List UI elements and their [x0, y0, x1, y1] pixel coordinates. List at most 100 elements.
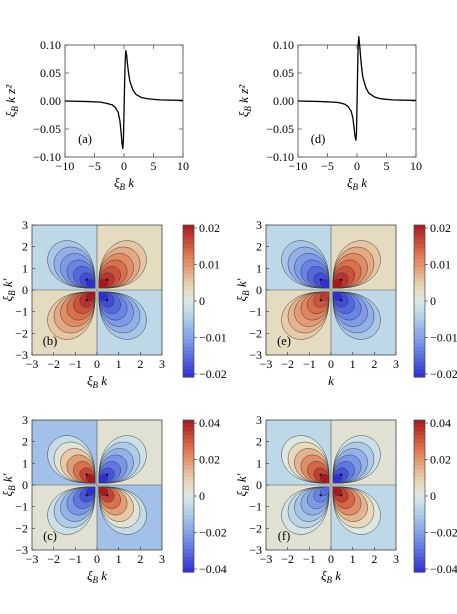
- colorbar-segment: [183, 285, 194, 291]
- colorbar-segment: [183, 568, 194, 573]
- colorbar-segment: [183, 255, 194, 260]
- colorbar-tick-label: 0.04: [430, 416, 451, 430]
- x-axis-label: ξB k: [321, 568, 341, 585]
- y-tick-label: 0.00: [273, 94, 294, 108]
- lobe-center-marker: [319, 494, 322, 497]
- x-tick-label: 5: [151, 159, 157, 173]
- colorbar-segment: [183, 331, 194, 336]
- series-line: [297, 35, 417, 141]
- colorbar-segment: [414, 553, 425, 558]
- colorbar-tick-label: −0.04: [199, 562, 227, 576]
- colorbar-segment: [183, 251, 194, 256]
- colorbar-segment: [183, 549, 194, 554]
- y-axis-label: ξB k′: [234, 473, 251, 496]
- panel-label: (f): [278, 529, 291, 543]
- y-axis-label: ξB k′: [234, 278, 251, 301]
- y-tick-label: −1: [15, 305, 28, 319]
- x-tick-label: −1: [303, 552, 316, 566]
- y-tick-label: 2: [256, 240, 262, 254]
- colorbar-segment: [414, 564, 425, 569]
- colorbar-segment: [414, 346, 425, 351]
- x-tick-label: 0: [94, 552, 100, 566]
- y-tick-label: −3: [249, 348, 262, 362]
- colorbar-segment: [183, 342, 194, 348]
- x-tick-label: −10: [289, 159, 308, 173]
- contour-field: [32, 225, 162, 355]
- colorbar-segment: [414, 263, 425, 268]
- y-tick-label: −3: [15, 543, 28, 557]
- contour-lobe: [281, 486, 330, 535]
- colorbar-segment: [414, 316, 425, 321]
- colorbar: 0.04 0.02 0 −0.02 −0.04: [413, 416, 457, 576]
- colorbar-segment: [183, 492, 194, 497]
- x-tick-label: 1: [350, 552, 356, 566]
- x-tick-label: 0: [328, 552, 334, 566]
- y-axis-label: ξB k z²: [3, 84, 20, 117]
- colorbar-segment: [183, 282, 194, 287]
- colorbar-segment: [414, 446, 425, 451]
- colorbar-segment: [183, 534, 194, 539]
- colorbar-segment: [414, 369, 425, 374]
- contour-field: [266, 225, 396, 355]
- x-axis-label: ξB k: [347, 175, 367, 192]
- y-tick-label: 1: [22, 456, 28, 470]
- colorbar-segment: [414, 301, 425, 306]
- colorbar-segment: [183, 304, 194, 310]
- colorbar-segment: [183, 442, 194, 448]
- colorbar-segment: [183, 312, 194, 317]
- colorbar-segment: [414, 270, 425, 275]
- colorbar-segment: [414, 365, 425, 370]
- x-tick-label: −2: [281, 357, 294, 371]
- colorbar-segment: [414, 568, 425, 573]
- colorbar-segment: [414, 331, 425, 336]
- colorbar-segment: [414, 515, 425, 520]
- colorbar-segment: [183, 244, 194, 249]
- colorbar-segment: [414, 473, 425, 478]
- colorbar-segment: [414, 251, 425, 256]
- colorbar-segment: [183, 420, 194, 425]
- colorbar-segment: [414, 354, 425, 359]
- panel-label: (c): [43, 529, 57, 543]
- colorbar-tick-label: −0.04: [430, 562, 457, 576]
- colorbar-segment: [183, 335, 194, 340]
- colorbar-segment: [183, 526, 194, 531]
- y-tick-label: −0.05: [266, 122, 294, 136]
- contour-field: [266, 420, 396, 550]
- y-tick-label: 3: [256, 413, 262, 427]
- lobe-center-marker: [106, 299, 109, 302]
- x-tick-label: −2: [47, 357, 60, 371]
- colorbar-segment: [183, 358, 194, 363]
- colorbar-segment: [414, 477, 425, 482]
- colorbar-segment: [183, 323, 194, 329]
- contour-lobe: [47, 435, 96, 484]
- y-axis-label: ξB k z²: [236, 84, 253, 117]
- y-tick-label: 1: [22, 261, 28, 275]
- colorbar-segment: [183, 511, 194, 516]
- colorbar-segment: [414, 361, 425, 367]
- colorbar-segment: [414, 469, 425, 474]
- x-tick-label: 0: [121, 159, 127, 173]
- lobe-center-marker: [319, 299, 322, 302]
- colorbar-segment: [183, 480, 194, 486]
- colorbar-segment: [414, 507, 425, 512]
- contour-lobe: [47, 486, 96, 535]
- colorbar-tick-label: −0.02: [199, 367, 227, 381]
- colorbar-tick-label: −0.02: [430, 526, 457, 540]
- series-line: [64, 49, 184, 150]
- colorbar-segment: [414, 312, 425, 317]
- colorbar-segment: [414, 320, 425, 325]
- x-tick-label: 10: [177, 159, 189, 173]
- colorbar-tick-label: 0.01: [199, 258, 220, 272]
- x-tick-label: −1: [303, 357, 316, 371]
- colorbar-segment: [183, 259, 194, 264]
- y-tick-label: −1: [15, 500, 28, 514]
- colorbar-tick-label: 0.02: [199, 453, 220, 467]
- x-tick-label: −1: [69, 552, 82, 566]
- colorbar-segment: [414, 327, 425, 332]
- colorbar-segment: [414, 545, 425, 550]
- contour-lobe: [98, 291, 147, 340]
- lobe-center-marker: [85, 473, 88, 476]
- y-tick-label: 2: [22, 240, 28, 254]
- y-axis-label: ξB k′: [0, 473, 17, 496]
